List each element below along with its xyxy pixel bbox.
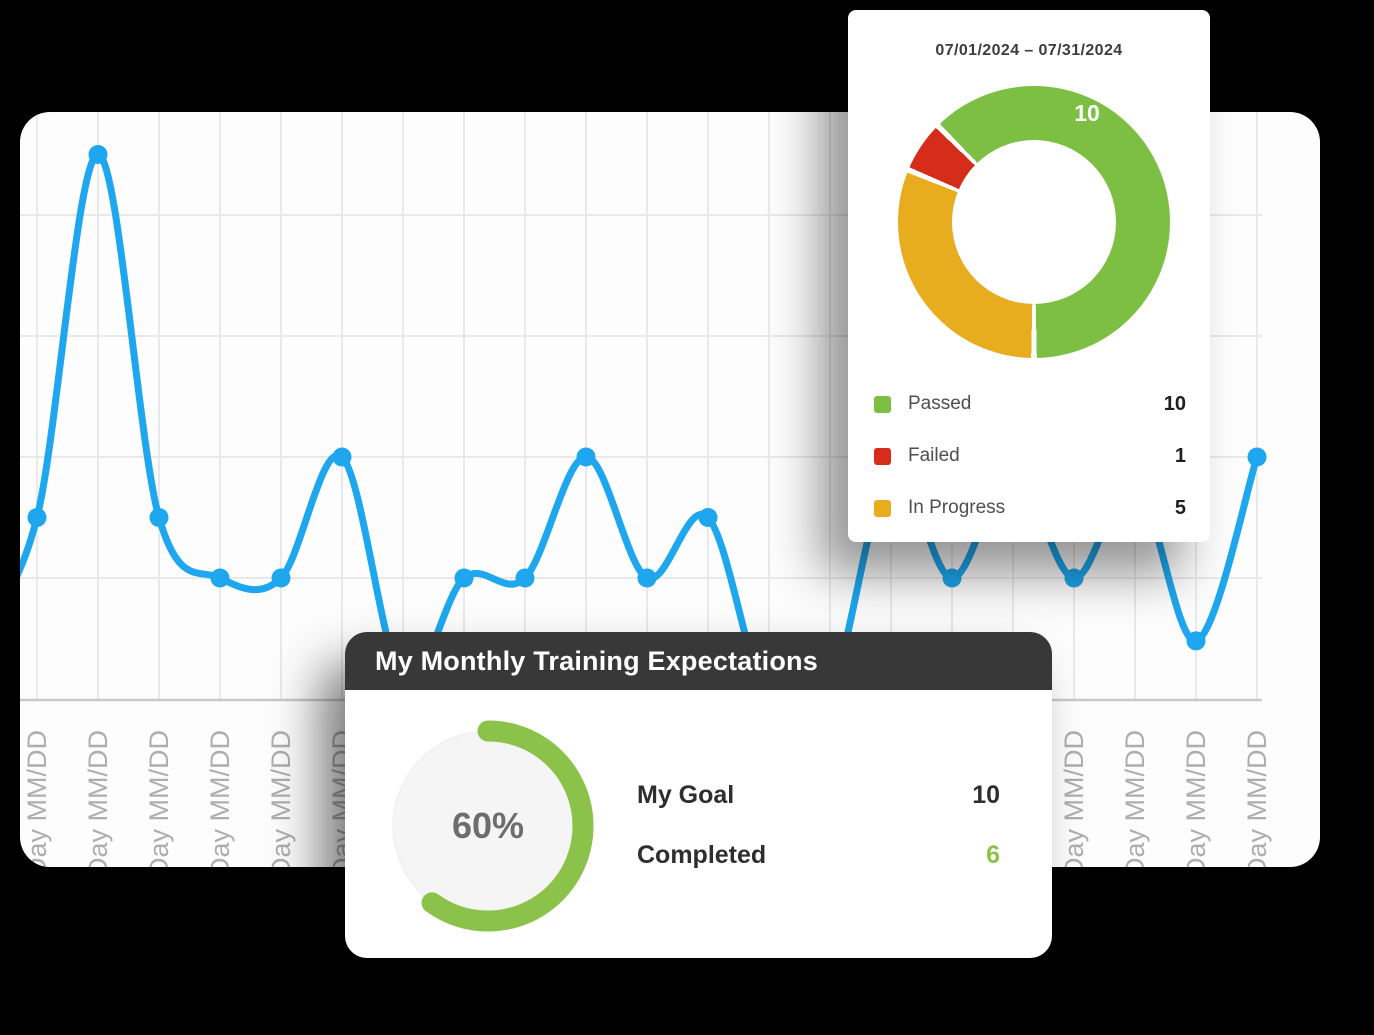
passed-label: Passed [908, 393, 972, 414]
progress-ring: 60% [382, 720, 594, 932]
passed-value: 10 [1163, 392, 1186, 415]
x-axis-label: Day MM/DD [266, 730, 296, 867]
in-progress-swatch-icon [874, 499, 891, 517]
donut-legend: Passed 10 Failed 1 In Progress 5 [874, 392, 1186, 550]
x-axis-label: Day MM/DD [22, 730, 52, 867]
x-axis-label: Day MM/DD [1059, 730, 1089, 867]
in-progress-value: 5 [1174, 496, 1186, 519]
expectations-card-body: 60% My Goal 10 Completed 6 [345, 690, 1052, 958]
goal-value: 10 [972, 780, 1000, 809]
completed-row: Completed 6 [637, 840, 1000, 870]
progress-ring-arc [382, 720, 594, 932]
date-range-label: 07/01/2024 – 07/31/2024 [935, 42, 1123, 59]
expectations-stats: My Goal 10 Completed 6 [637, 780, 1000, 900]
legend-row-passed: Passed 10 [874, 392, 1186, 415]
expectations-card-header: My Monthly Training Expectations [345, 632, 1052, 690]
failed-swatch-icon [874, 447, 891, 465]
x-axis-label: Day MM/DD [1120, 730, 1150, 867]
line-chart [20, 112, 1267, 729]
completed-label: Completed [637, 840, 767, 869]
x-axis-label: Day MM/DD [205, 730, 235, 867]
in-progress-label: In Progress [908, 497, 1006, 518]
x-axis-label: Day MM/DD [1242, 730, 1272, 867]
x-axis-label: Day MM/DD [83, 730, 113, 867]
passed-swatch-icon [874, 395, 891, 413]
goal-row: My Goal 10 [637, 780, 1000, 810]
completed-value: 6 [986, 840, 1000, 869]
expectations-card-title: My Monthly Training Expectations [375, 645, 818, 676]
progress-percent-label: 60% [451, 805, 525, 846]
expectations-card: My Monthly Training Expectations 60% My … [345, 632, 1052, 958]
x-axis-label: Day MM/DD [144, 730, 174, 867]
legend-row-in-progress: In Progress 5 [874, 496, 1186, 519]
failed-value: 1 [1174, 444, 1186, 467]
donut-chart [898, 86, 1170, 358]
legend-row-failed: Failed 1 [874, 444, 1186, 467]
progress-ring-chart [382, 720, 594, 932]
donut-passed-count-label: 10 [1074, 100, 1100, 126]
x-axis-label: Day MM/DD [1181, 730, 1211, 867]
failed-label: Failed [908, 445, 960, 466]
goal-label: My Goal [637, 780, 735, 809]
donut-summary-card: 07/01/2024 – 07/31/2024 10 Passed 10 Fai… [848, 10, 1210, 542]
